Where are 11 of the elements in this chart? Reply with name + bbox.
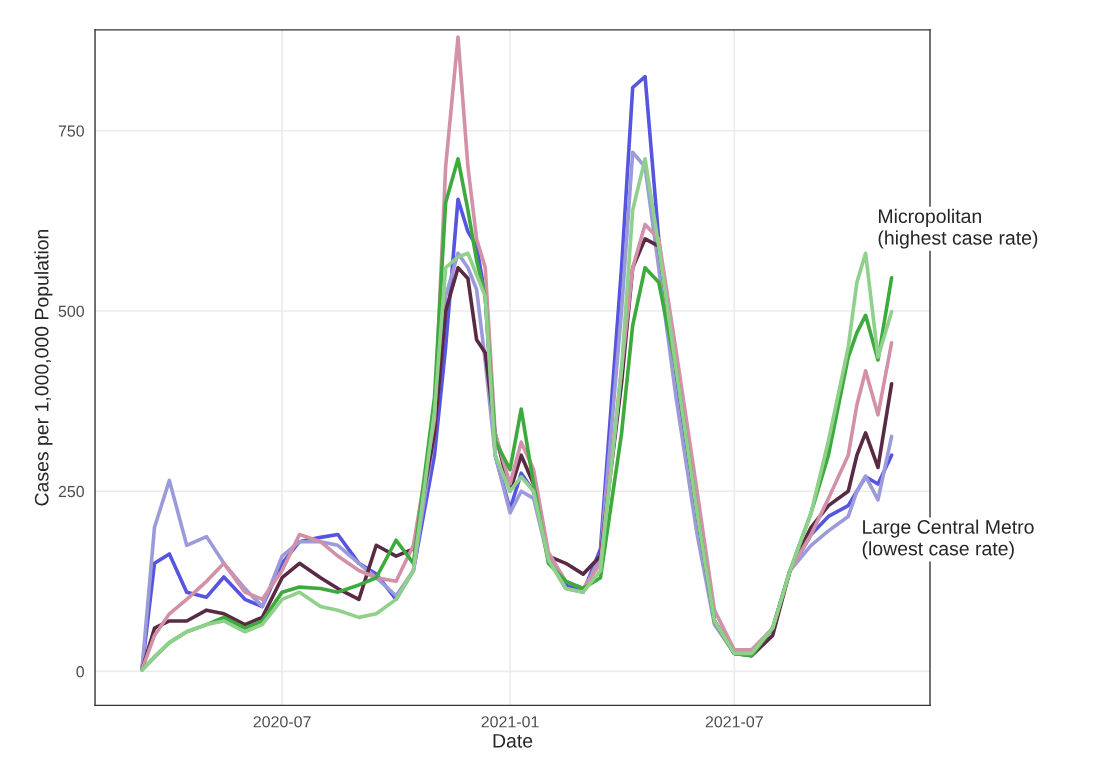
x-tick-label: 2021-07: [705, 716, 763, 728]
y-tick-label: 750: [58, 125, 84, 137]
x-tick-label: 2021-01: [481, 716, 539, 728]
y-axis-title: Cases per 1,000,000 Population: [34, 229, 53, 506]
x-tick-label: 2020-07: [253, 716, 311, 728]
annotation: Micropolitan (highest case rate): [878, 208, 1038, 249]
annotation: Large Central Metro (lowest case rate): [862, 519, 1034, 560]
y-tick-label: 500: [58, 305, 84, 317]
x-axis-title: Date: [493, 734, 533, 748]
y-tick-label: 250: [58, 485, 84, 498]
y-tick-label: 0: [76, 666, 84, 678]
